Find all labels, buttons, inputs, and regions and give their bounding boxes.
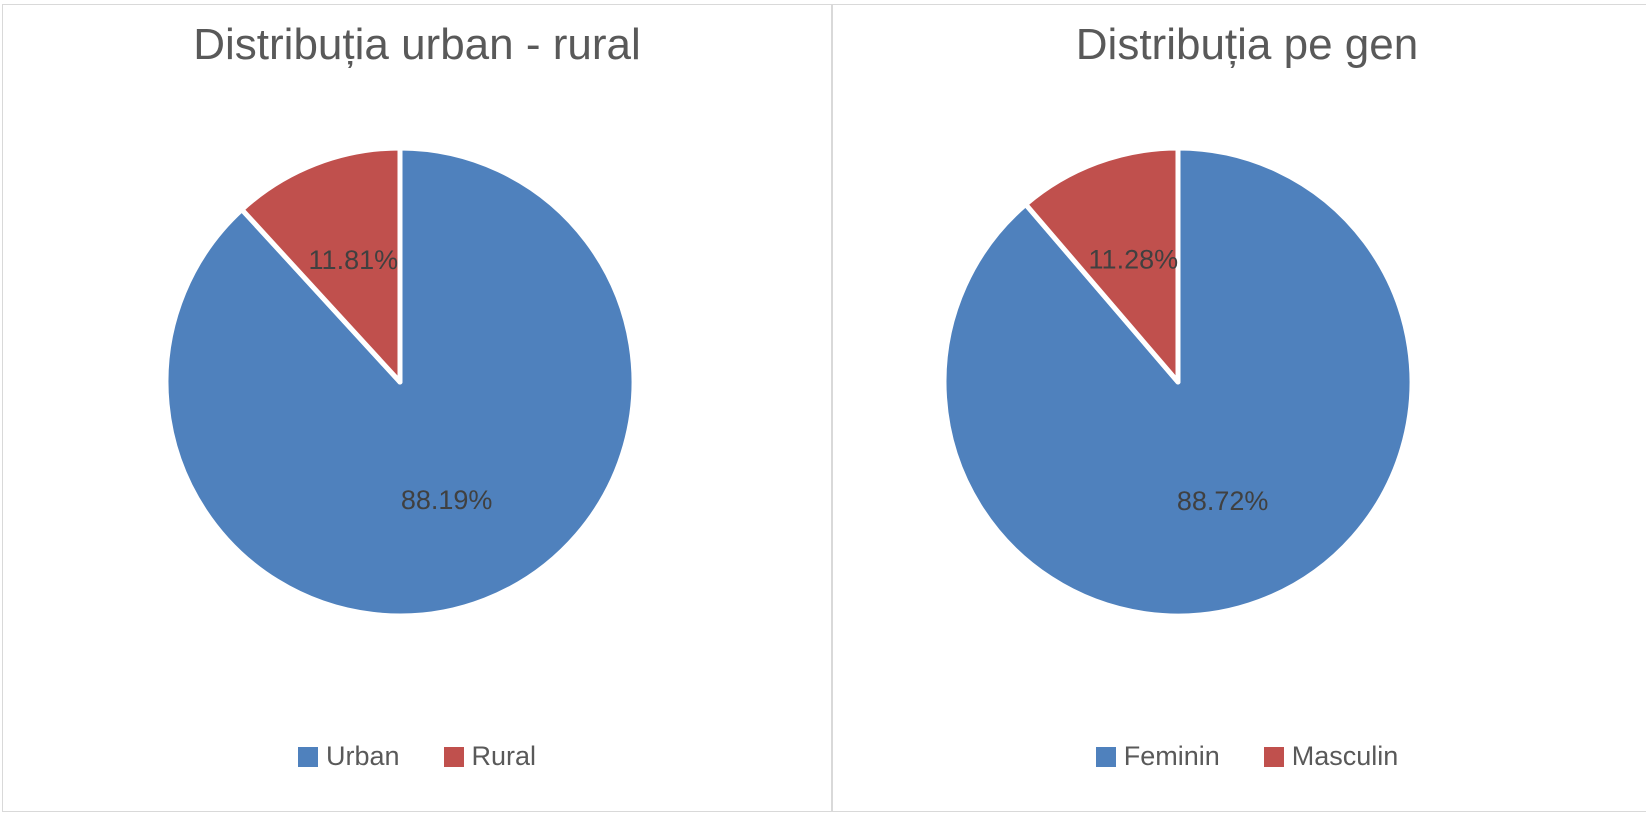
data-label: 88.72% [1177,486,1269,516]
pie-slice-rural [239,145,403,385]
chart-title: Distribuția urban - rural [193,20,641,69]
legend-swatch [1095,746,1116,767]
legend-swatch [443,746,464,767]
legend-label: Feminin [1123,741,1220,771]
legend-label: Rural [471,741,537,771]
legend-label: Urban [325,741,400,771]
data-label: 88.19% [401,485,493,515]
data-label: 11.81% [309,245,399,275]
chart-gender: Distribuția pe gen 88.72% 11.28% Feminin … [832,4,1646,812]
pie-chart: 88.19% 11.81% [163,145,637,619]
pie-chart: 88.72% 11.28% [941,145,1415,619]
legend-item-masculin: Masculin [1263,741,1399,772]
pie-slice-masculin [1023,145,1181,385]
data-label: 11.28% [1089,244,1179,274]
legend-swatch [297,746,318,767]
legend-item-urban: Urban [297,741,400,772]
legend-item-feminin: Feminin [1095,741,1220,772]
legend-label: Masculin [1291,741,1399,771]
legend: Urban Rural [3,741,831,772]
legend: Feminin Masculin [833,741,1646,772]
legend-swatch [1263,746,1284,767]
chart-urban-rural: Distribuția urban - rural 88.19% 11.81% U… [2,4,832,812]
chart-title: Distribuția pe gen [1075,20,1419,69]
legend-item-rural: Rural [443,741,537,772]
